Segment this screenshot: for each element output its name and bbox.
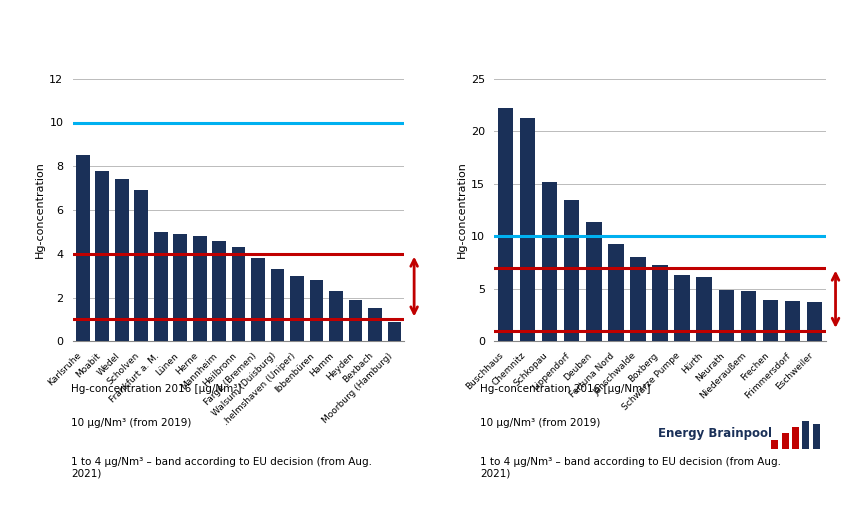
Text: Lignite: Lignite	[445, 49, 515, 67]
Bar	[792, 427, 799, 449]
Bar	[802, 421, 809, 449]
Bar	[674, 275, 690, 341]
Bar	[291, 276, 304, 341]
Bar	[719, 290, 734, 341]
Bar	[498, 108, 513, 341]
Text: 10 μg/Nm³ (from 2019): 10 μg/Nm³ (from 2019)	[480, 417, 600, 428]
Text: Energy Brainpool: Energy Brainpool	[658, 427, 772, 439]
Bar	[368, 309, 382, 341]
Bar	[174, 234, 187, 341]
Bar	[771, 439, 778, 449]
Bar	[630, 257, 646, 341]
Bar	[310, 280, 323, 341]
Text: Hard Coal: Hard Coal	[23, 49, 122, 67]
Bar	[251, 258, 265, 341]
Bar	[271, 269, 285, 341]
Text: 1 to 4 μg/Nm³ – band according to EU decision (from Aug.
2021): 1 to 4 μg/Nm³ – band according to EU dec…	[480, 457, 781, 478]
Text: 1 to 4 μg/Nm³ – band according to EU decision (from Aug.
2021): 1 to 4 μg/Nm³ – band according to EU dec…	[71, 457, 372, 478]
Bar	[388, 321, 402, 341]
Bar	[653, 265, 667, 341]
Bar	[785, 301, 800, 341]
Bar	[232, 247, 245, 341]
Bar	[813, 424, 820, 449]
Bar	[542, 182, 557, 341]
Bar	[564, 200, 580, 341]
Bar	[587, 222, 601, 341]
Bar	[134, 191, 148, 341]
Bar	[154, 232, 168, 341]
Bar	[608, 244, 624, 341]
Bar	[520, 118, 535, 341]
Bar	[193, 236, 206, 341]
Bar	[763, 300, 778, 341]
Bar	[76, 155, 89, 341]
Bar	[329, 291, 343, 341]
Bar	[348, 300, 362, 341]
Y-axis label: Hg-concentration: Hg-concentration	[457, 162, 466, 258]
Bar	[115, 180, 129, 341]
Text: Hg-concentration 2016 [μg/Nm³]: Hg-concentration 2016 [μg/Nm³]	[71, 383, 242, 394]
Bar	[740, 291, 756, 341]
Bar	[807, 302, 822, 341]
Bar	[212, 240, 226, 341]
Bar	[697, 277, 712, 341]
Y-axis label: Hg-concentration: Hg-concentration	[35, 162, 45, 258]
Text: Hg-concentration 2016 [μg/Nm³]: Hg-concentration 2016 [μg/Nm³]	[480, 383, 650, 394]
Bar	[95, 171, 109, 341]
Bar	[782, 433, 789, 449]
Text: 10 μg/Nm³ (from 2019): 10 μg/Nm³ (from 2019)	[71, 417, 192, 428]
